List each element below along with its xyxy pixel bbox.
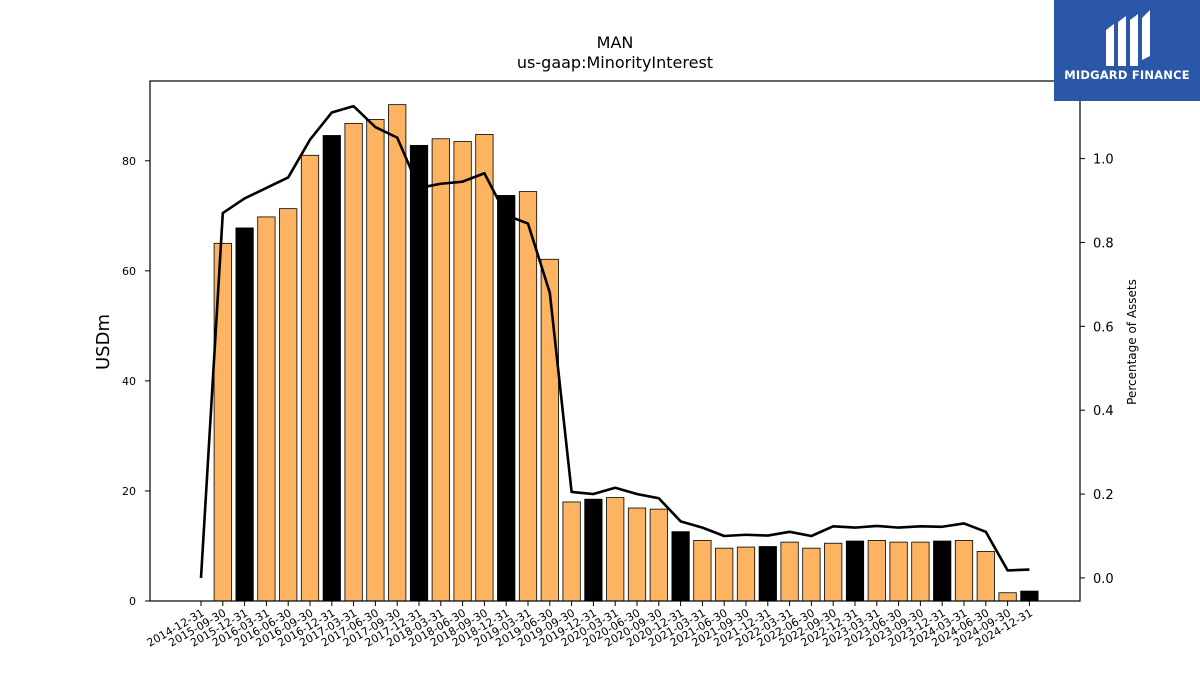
bar-2023-12-31 [933,540,952,602]
bar-2024-09-30 [998,592,1017,602]
line-series [199,104,1030,579]
bar-2022-12-31 [845,540,865,602]
bar-2018-06-30 [453,141,472,602]
bar-2020-12-31 [671,531,690,602]
midgard-logo-icon [1106,10,1150,66]
bar-2019-12-31 [584,498,603,602]
chart-subtitle: us-gaap:MinorityInterest [517,53,713,72]
bar-2023-06-30 [889,541,908,602]
bar-series [213,104,1039,602]
bar-2020-03-31 [606,497,625,602]
y2-tick-label: 0.8 [1093,236,1114,251]
bar-2022-06-30 [802,547,821,602]
y2-tick-label: 0.2 [1093,488,1114,503]
bar-2017-12-31 [409,144,429,602]
bar-2024-12-31 [1020,590,1039,602]
bar-2015-12-31 [235,227,254,602]
bar-2016-12-31 [322,135,341,602]
bar-2021-03-31 [693,540,712,602]
bar-2016-06-30 [279,208,298,602]
bar-2023-09-30 [911,541,930,602]
y-axis-ticks: 0 20 40 60 80 [122,155,150,608]
bar-2024-03-31 [954,540,974,602]
bar-2019-09-30 [562,501,581,602]
bar-2020-06-30 [627,507,647,602]
bar-2024-06-30 [976,551,995,602]
y-tick-label: 80 [122,155,136,168]
y2-axis-ticks: 0.0 0.2 0.4 0.6 0.8 1.0 [1080,153,1114,587]
bar-2018-09-30 [475,133,494,602]
y-tick-label: 20 [122,485,136,498]
bar-2017-03-31 [344,122,363,602]
bar-2017-09-30 [388,104,407,602]
bar-2019-03-31 [518,191,538,602]
bar-2017-06-30 [366,119,385,602]
brand-logo: MIDGARD FINANCE [1054,0,1200,101]
y2-tick-label: 0.4 [1093,404,1114,419]
y-tick-label: 40 [122,375,136,388]
bar-2018-03-31 [431,138,450,602]
x-axis-ticks: 2014-12-312015-09-302015-12-312016-03-31… [145,601,1035,650]
logo-text: MIDGARD FINANCE [1064,68,1190,82]
bar-2022-09-30 [824,542,843,602]
chart-title: MAN [597,33,634,52]
y-axis-label: USDm [93,314,114,370]
y2-tick-label: 0.0 [1093,572,1114,587]
bar-2022-03-31 [780,541,799,602]
y-tick-label: 60 [122,265,136,278]
y-tick-label: 0 [129,595,136,608]
y2-tick-label: 1.0 [1093,153,1114,168]
bar-2019-06-30 [540,258,559,602]
bar-2016-03-31 [257,216,276,602]
bar-2023-03-31 [867,540,886,602]
y2-tick-label: 0.6 [1093,320,1114,335]
bar-2021-06-30 [715,547,734,602]
bar-2016-09-30 [300,154,320,602]
bar-2018-12-31 [497,195,516,602]
y2-axis-label: Percentage of Assets [1125,279,1139,405]
bar-2020-09-30 [649,508,668,602]
bar-2021-09-30 [736,546,756,602]
bar-2021-12-31 [758,546,777,602]
percentage-of-assets-line [199,104,1030,579]
